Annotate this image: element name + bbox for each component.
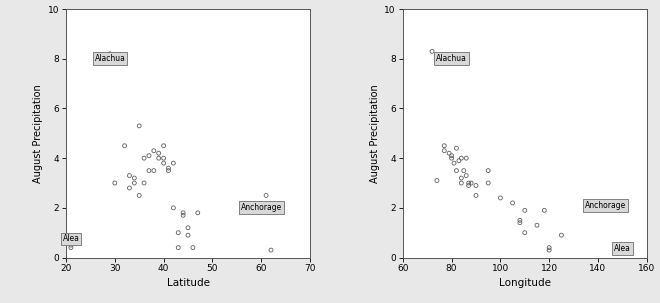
Point [532,223,543,228]
Point [193,210,203,215]
Point [163,166,174,171]
Point [463,181,474,185]
Point [617,203,628,208]
Point [173,230,183,235]
Point [556,233,567,238]
Point [158,143,169,148]
Point [124,185,135,190]
Point [544,248,554,252]
Point [119,143,130,148]
Point [65,245,76,250]
Point [134,193,145,198]
Text: Alachua: Alachua [436,54,467,63]
Point [456,176,467,181]
Point [65,243,76,248]
Point [173,245,183,250]
Point [158,156,169,161]
Text: Anchorage: Anchorage [585,201,626,210]
Point [144,153,154,158]
Point [183,225,193,230]
Point [129,181,140,185]
Text: Alachua: Alachua [94,54,125,63]
Point [148,148,159,153]
Point [471,193,481,198]
Point [446,153,457,158]
Point [439,148,449,153]
Point [461,156,471,161]
Y-axis label: August Precipitation: August Precipitation [34,84,44,183]
Point [110,181,120,185]
Point [134,123,145,128]
Point [459,168,469,173]
Point [154,151,164,156]
X-axis label: Latitude: Latitude [166,278,209,288]
Point [451,146,462,151]
Point [154,156,164,161]
Point [148,168,159,173]
Point [427,49,438,54]
Point [261,193,271,198]
Point [446,156,457,161]
Point [187,245,198,250]
Point [519,208,530,213]
Point [515,218,525,223]
Point [449,161,459,165]
X-axis label: Longitude: Longitude [499,278,551,288]
Point [439,143,449,148]
Point [453,158,464,163]
Text: Anchorage: Anchorage [241,203,282,212]
Point [183,233,193,238]
Point [451,168,462,173]
Point [456,156,467,161]
Point [622,248,632,252]
Point [544,245,554,250]
Point [168,205,179,210]
Point [463,183,474,188]
Point [519,230,530,235]
Point [129,176,140,181]
Y-axis label: August Precipitation: August Precipitation [370,84,380,183]
Point [515,220,525,225]
Point [178,213,188,218]
Point [508,201,518,205]
Point [105,52,115,56]
Point [539,208,550,213]
Point [139,156,149,161]
Point [168,161,179,165]
Point [456,181,467,185]
Point [466,181,477,185]
Point [139,181,149,185]
Text: Alea: Alea [614,244,631,253]
Point [432,178,442,183]
Point [178,210,188,215]
Point [124,173,135,178]
Point [495,195,506,200]
Point [266,248,277,252]
Point [444,151,455,156]
Point [163,168,174,173]
Point [158,161,169,165]
Text: Alea: Alea [63,235,79,243]
Point [471,183,481,188]
Point [483,168,494,173]
Point [461,173,471,178]
Point [483,181,494,185]
Point [144,168,154,173]
